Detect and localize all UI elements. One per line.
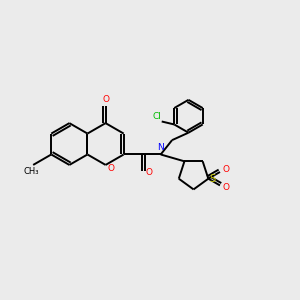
Text: S: S xyxy=(209,174,216,184)
Text: O: O xyxy=(222,183,230,192)
Text: N: N xyxy=(157,143,164,152)
Text: O: O xyxy=(102,95,109,104)
Text: O: O xyxy=(222,165,230,174)
Text: Cl: Cl xyxy=(153,112,162,121)
Text: O: O xyxy=(145,168,152,177)
Text: CH₃: CH₃ xyxy=(24,167,39,176)
Text: O: O xyxy=(107,164,115,173)
